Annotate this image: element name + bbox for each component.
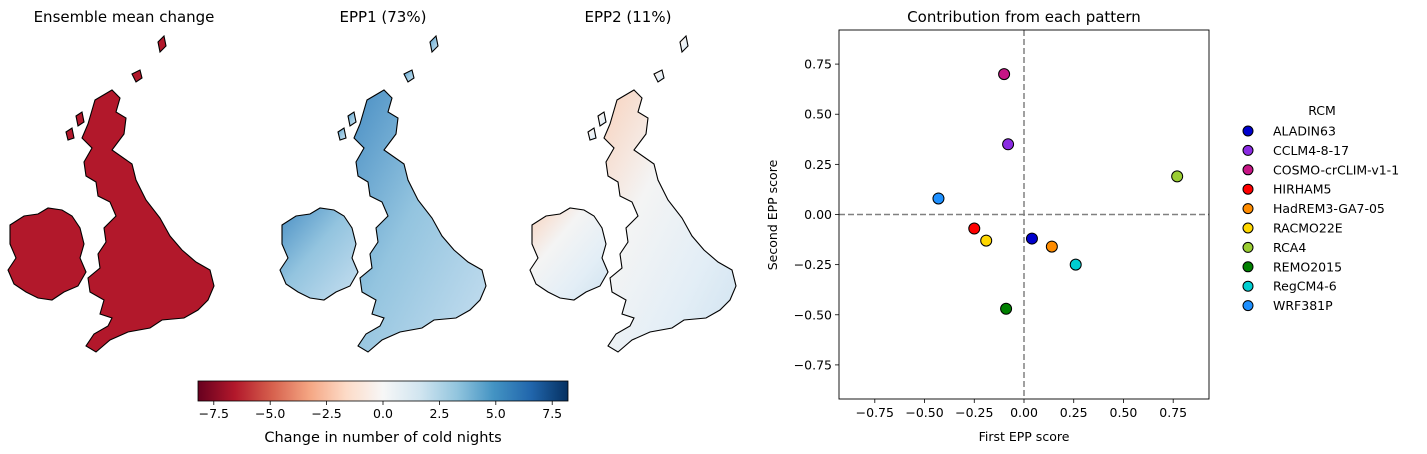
legend-marker (1242, 261, 1254, 273)
y-tick-label: 0.50 (804, 107, 832, 122)
scatter-point-aladin63 (1025, 232, 1038, 245)
legend-marker (1242, 183, 1254, 195)
legend-marker (1242, 280, 1254, 292)
uk-map-ensemble-mean (7, 35, 215, 353)
y-tick-label: 0.25 (804, 157, 832, 172)
map-panel-ensemble-mean: Ensemble mean change (7, 8, 215, 353)
legend-label: HIRHAM5 (1273, 182, 1331, 197)
colorbar-tick-label: −2.5 (311, 406, 341, 421)
map-panel-epp2: EPP2 (11%) (529, 8, 737, 353)
colorbar-tick-label: 2.5 (429, 406, 449, 421)
scatter-point-rca4 (1171, 170, 1184, 183)
y-axis-label: Second EPP score (765, 159, 780, 270)
legend-marker (1242, 203, 1254, 215)
y-tick-label: −0.25 (794, 257, 832, 272)
colorbar-tick-label: −5.0 (255, 406, 285, 421)
plot-frame (838, 29, 1210, 400)
legend-label: REMO2015 (1273, 259, 1342, 274)
x-tick-label: 0.25 (1060, 405, 1088, 420)
scatter-point-cosmo-crclim-v1-1 (998, 68, 1011, 81)
colorbar: −7.5 −5.0 −2.5 0.0 2.5 5.0 7.5 Change in numbe… (197, 380, 569, 446)
legend-marker (1242, 300, 1254, 312)
map-title: Ensemble mean change (34, 8, 215, 26)
colorbar-gradient (197, 380, 569, 402)
legend-title: RCM (1308, 103, 1336, 118)
chart-title: Contribution from each pattern (907, 8, 1141, 26)
legend-items: ALADIN63 CCLM4-8-17 COSMO-crCLIM-v1-1 HIRHA… (1242, 124, 1399, 313)
legend-item: HadREM3-GA7-05 (1242, 201, 1385, 216)
scatter-point-racmo22e (980, 234, 993, 247)
legend-marker (1242, 125, 1254, 137)
scatter-point-regcm4-6 (1069, 258, 1082, 271)
legend-label: RACMO22E (1273, 221, 1343, 236)
colorbar-tick-label: −7.5 (199, 406, 229, 421)
legend-label: HadREM3-GA7-05 (1273, 201, 1385, 216)
legend-item: COSMO-crCLIM-v1-1 (1242, 162, 1399, 177)
legend-label: ALADIN63 (1273, 124, 1336, 139)
legend-item: RegCM4-6 (1242, 279, 1337, 294)
legend-label: WRF381P (1273, 298, 1333, 313)
map-panel-epp1: EPP1 (73%) (279, 8, 487, 353)
scatter-panel: Contribution from each pattern −0.75 −0.5… (765, 8, 1210, 444)
legend-item: CCLM4-8-17 (1242, 143, 1349, 158)
y-tick-label: 0.00 (804, 207, 832, 222)
scatter-point-cclm4-8-17 (1002, 138, 1015, 151)
scatter-point-wrf381p (932, 192, 945, 205)
y-tick-label: 0.75 (804, 57, 832, 72)
legend-label: RCA4 (1273, 240, 1306, 255)
legend-item: ALADIN63 (1242, 124, 1336, 139)
legend-item: HIRHAM5 (1242, 182, 1331, 197)
legend: RCM ALADIN63 CCLM4-8-17 COSMO-crCLIM-v1-1 H… (1242, 103, 1399, 313)
x-tick-label: 0.00 (1010, 405, 1038, 420)
scatter-point-remo2015 (1000, 302, 1013, 315)
legend-marker (1242, 164, 1254, 176)
x-tick-label: 0.50 (1110, 405, 1138, 420)
y-tick-label: −0.50 (794, 307, 832, 322)
legend-item: WRF381P (1242, 298, 1333, 313)
colorbar-tick-label: 7.5 (542, 406, 562, 421)
plot-area: −0.75 −0.50 −0.25 0.00 0.25 0.50 0.75 −0.75 −0.5… (794, 30, 1209, 420)
legend-label: CCLM4-8-17 (1273, 143, 1349, 158)
legend-item: REMO2015 (1242, 259, 1342, 274)
colorbar-tick-label: 0.0 (373, 406, 393, 421)
legend-item: RCA4 (1242, 240, 1306, 255)
y-tick-label: −0.75 (794, 357, 832, 372)
x-axis-label: First EPP score (979, 429, 1070, 444)
legend-marker (1242, 241, 1254, 253)
legend-marker (1242, 222, 1254, 234)
colorbar-tick-label: 5.0 (486, 406, 506, 421)
colorbar-label: Change in number of cold nights (264, 430, 501, 446)
scatter-point-hadrem3-ga7-05 (1045, 240, 1058, 253)
map-title: EPP2 (11%) (585, 8, 672, 26)
x-tick-label: −0.75 (856, 405, 894, 420)
x-tick-label: −0.50 (905, 405, 943, 420)
colorbar-ticks: −7.5 −5.0 −2.5 0.0 2.5 5.0 7.5 (199, 401, 562, 421)
scatter-point-hirham5 (968, 222, 981, 235)
legend-item: RACMO22E (1242, 221, 1343, 236)
x-tick-label: 0.75 (1159, 405, 1187, 420)
legend-label: COSMO-crCLIM-v1-1 (1273, 162, 1399, 177)
legend-label: RegCM4-6 (1273, 279, 1337, 294)
uk-map-epp2 (529, 35, 737, 353)
uk-map-epp1 (279, 35, 487, 353)
x-tick-label: −0.25 (955, 405, 993, 420)
map-title: EPP1 (73%) (340, 8, 427, 26)
legend-marker (1242, 144, 1254, 156)
